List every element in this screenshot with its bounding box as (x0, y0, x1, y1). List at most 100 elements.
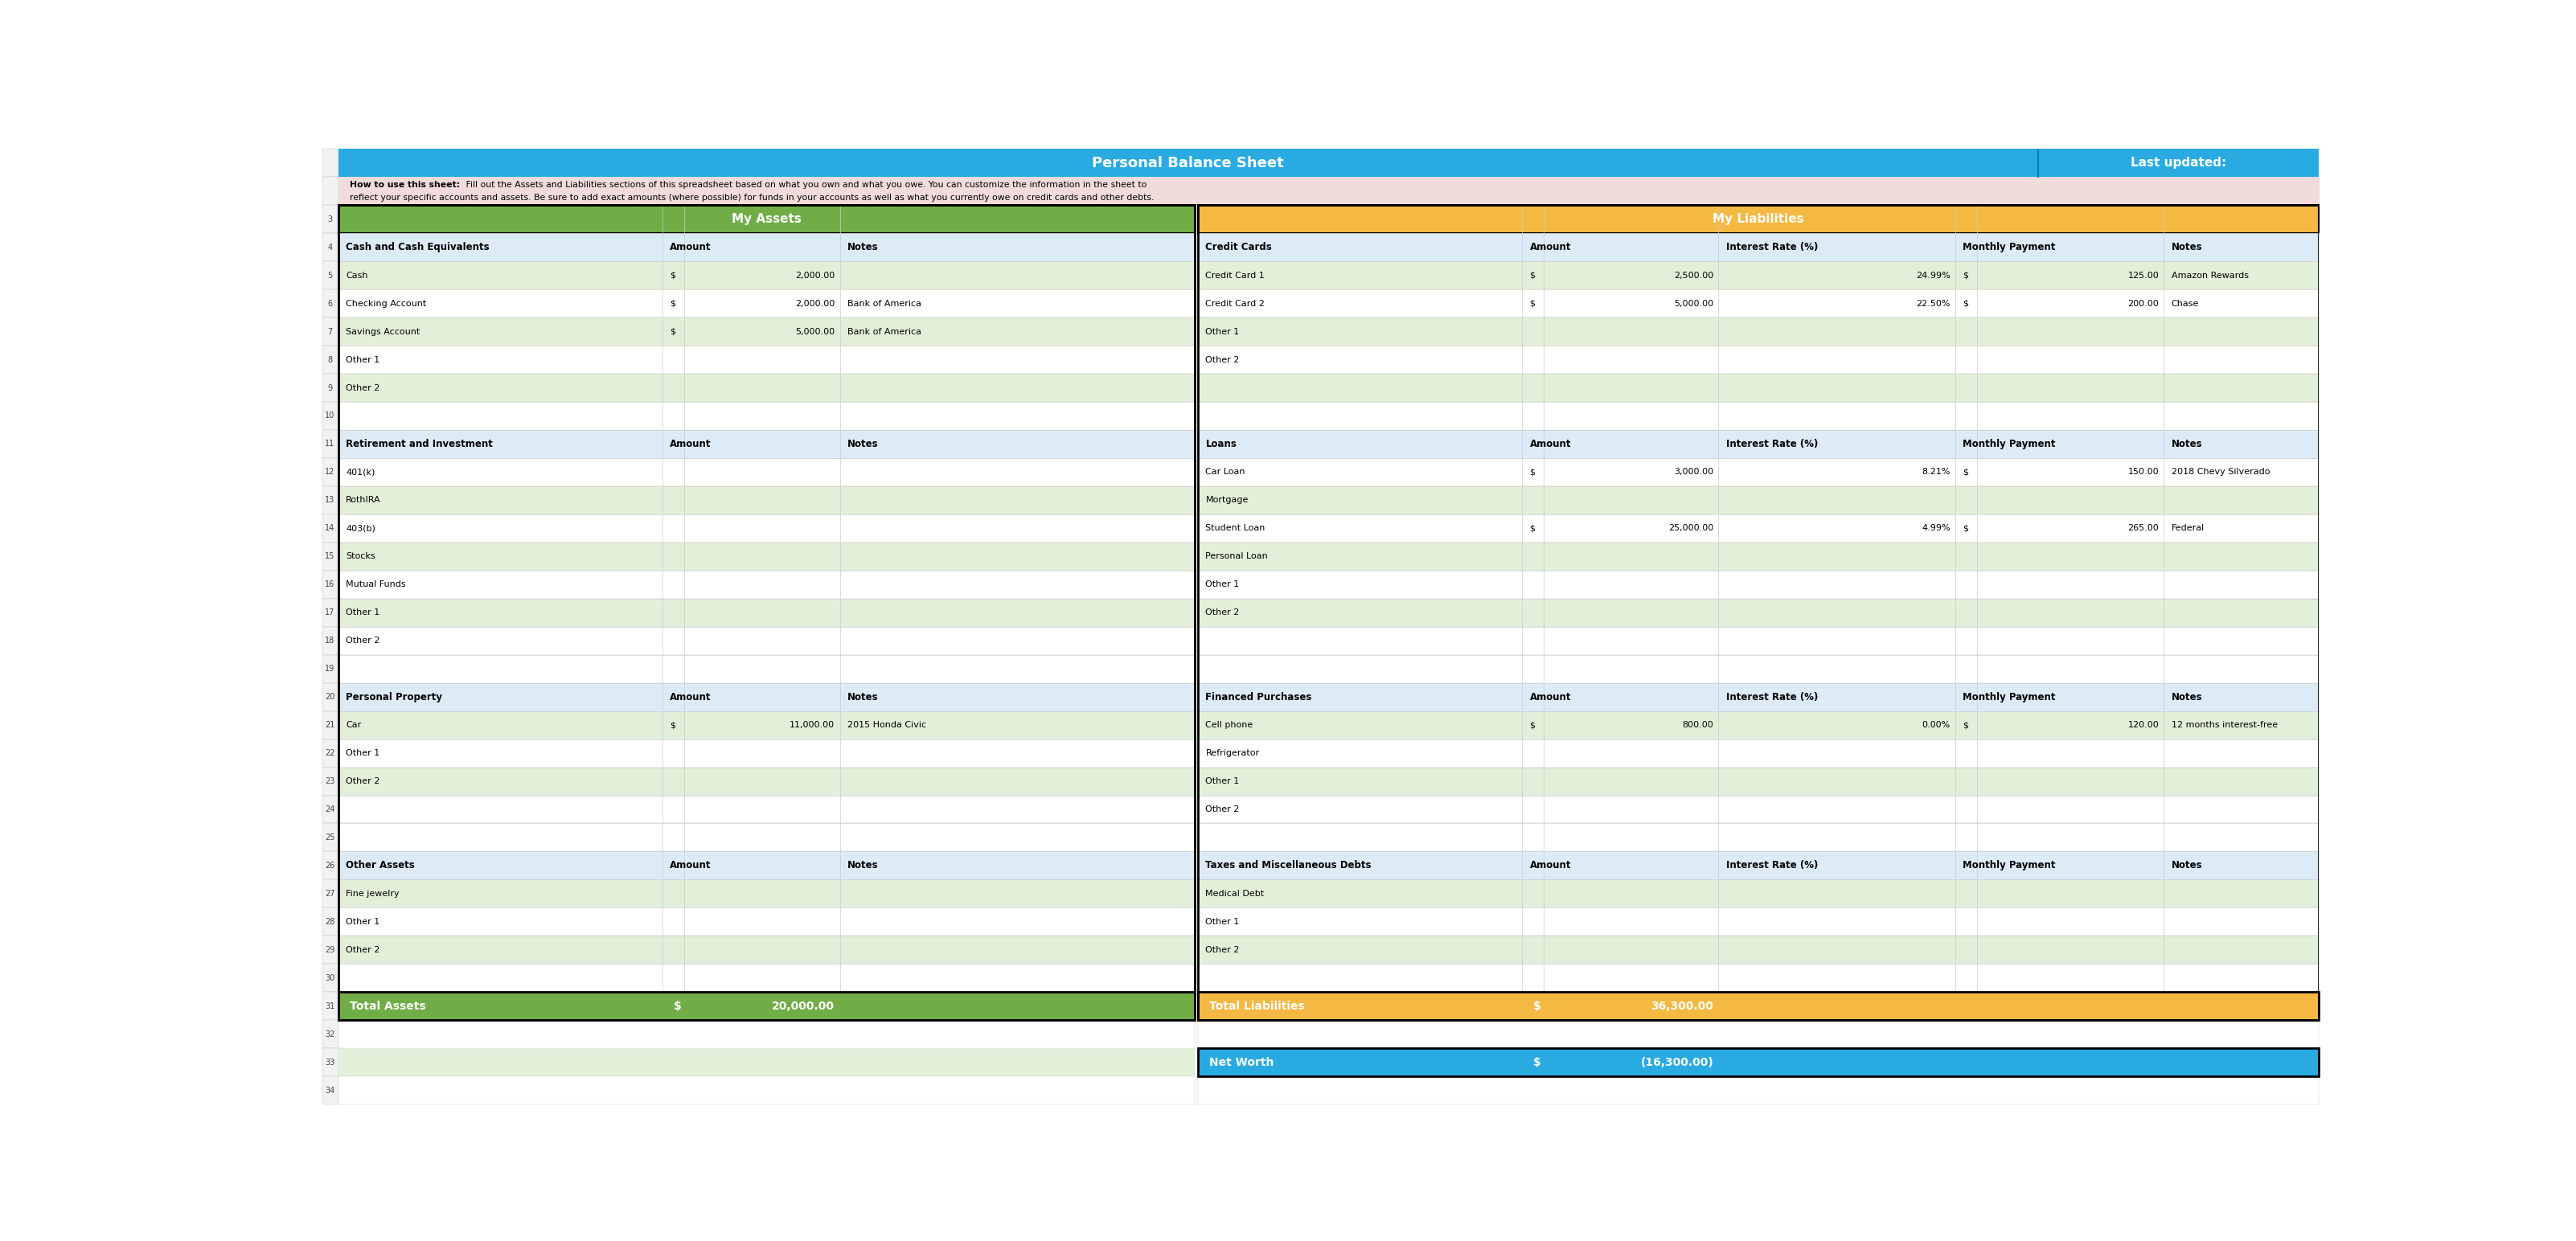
Bar (337, 964, 1195, 992)
Text: Checking Account: Checking Account (345, 299, 425, 308)
Bar (337, 318, 1195, 346)
Bar (322, 795, 337, 824)
Text: Other 1: Other 1 (345, 918, 379, 926)
Bar (322, 318, 337, 346)
Bar (337, 1049, 1195, 1076)
Bar (337, 1076, 1195, 1104)
Bar (337, 429, 1195, 458)
Bar (1198, 1049, 2318, 1076)
Bar (337, 402, 1195, 429)
Text: $: $ (1963, 272, 1968, 279)
Text: 800.00: 800.00 (1682, 721, 1713, 730)
Bar (1198, 233, 2318, 262)
Bar (337, 429, 1195, 458)
Text: 30: 30 (325, 974, 335, 982)
Bar (2038, 149, 2318, 177)
Text: (16,300.00): (16,300.00) (1641, 1056, 1713, 1069)
Text: $: $ (1533, 1000, 1540, 1011)
Text: 2018 Chevy Silverado: 2018 Chevy Silverado (2172, 468, 2269, 477)
Text: 36,300.00: 36,300.00 (1651, 1000, 1713, 1011)
Bar (337, 598, 1195, 627)
Bar (322, 233, 337, 262)
Bar (337, 374, 1195, 402)
Text: 2,500.00: 2,500.00 (1674, 272, 1713, 279)
Text: Financed Purchases: Financed Purchases (1206, 691, 1311, 702)
Text: 25,000.00: 25,000.00 (1669, 524, 1713, 532)
Text: Other 2: Other 2 (1206, 805, 1239, 813)
Bar (337, 205, 1195, 233)
Bar (1198, 571, 2318, 598)
Bar (322, 571, 337, 598)
Text: Other 2: Other 2 (345, 777, 379, 786)
Text: 19: 19 (325, 665, 335, 673)
Bar (322, 429, 337, 458)
Text: 25: 25 (325, 834, 335, 841)
Text: Federal: Federal (2172, 524, 2205, 532)
Bar (1198, 964, 2318, 992)
Text: 34: 34 (325, 1086, 335, 1095)
Bar (1198, 374, 2318, 402)
Text: Other Assets: Other Assets (345, 860, 415, 871)
Bar (1198, 683, 2318, 711)
Bar (1198, 289, 2318, 318)
Bar (1198, 851, 2318, 880)
Bar (337, 346, 1195, 374)
Bar (322, 402, 337, 429)
Bar (1198, 964, 2318, 992)
Bar (1198, 542, 2318, 571)
Text: 14: 14 (325, 524, 335, 532)
Bar (1198, 851, 2318, 880)
Text: Cell phone: Cell phone (1206, 721, 1252, 730)
Bar (322, 514, 337, 542)
Text: Other 1: Other 1 (1206, 581, 1239, 588)
Bar (337, 402, 1195, 429)
Text: Notes: Notes (848, 242, 878, 252)
Text: 9: 9 (327, 383, 332, 392)
Bar (1198, 1076, 2318, 1104)
Bar (322, 655, 337, 683)
Bar (337, 514, 1195, 542)
Bar (322, 486, 337, 514)
Text: 8: 8 (327, 356, 332, 364)
Text: $: $ (670, 299, 675, 308)
Text: 5,000.00: 5,000.00 (796, 328, 835, 335)
Bar (1198, 346, 2318, 374)
Bar (322, 1049, 337, 1076)
Text: 3: 3 (327, 215, 332, 223)
Bar (337, 655, 1195, 683)
Bar (322, 149, 337, 177)
Bar (1198, 514, 2318, 542)
Bar (337, 740, 1195, 767)
Text: Notes: Notes (2172, 439, 2202, 449)
Text: 24.99%: 24.99% (1917, 272, 1950, 279)
Text: $: $ (1963, 721, 1968, 730)
Bar (322, 824, 337, 851)
Text: Amount: Amount (670, 691, 711, 702)
Text: 5: 5 (327, 272, 332, 279)
Bar (337, 711, 1195, 740)
Text: 265.00: 265.00 (2128, 524, 2159, 532)
Text: Loans: Loans (1206, 439, 1236, 449)
Text: Credit Cards: Credit Cards (1206, 242, 1273, 252)
Text: 31: 31 (325, 1001, 335, 1010)
Bar (322, 262, 337, 289)
Bar (1198, 655, 2318, 683)
Text: Car Loan: Car Loan (1206, 468, 1244, 477)
Text: Amount: Amount (1530, 860, 1571, 871)
Text: $: $ (1963, 468, 1968, 477)
Text: Notes: Notes (2172, 242, 2202, 252)
Text: Total Liabilities: Total Liabilities (1208, 1000, 1306, 1011)
Bar (322, 346, 337, 374)
Bar (337, 683, 1195, 711)
Bar (337, 177, 2318, 205)
Bar (337, 627, 1195, 655)
Text: 7: 7 (327, 328, 332, 335)
Text: Notes: Notes (848, 860, 878, 871)
Text: 13: 13 (325, 496, 335, 504)
Text: 28: 28 (325, 918, 335, 926)
Text: Personal Property: Personal Property (345, 691, 443, 702)
Text: 22: 22 (325, 750, 335, 757)
Text: Other 2: Other 2 (1206, 356, 1239, 364)
Text: Credit Card 2: Credit Card 2 (1206, 299, 1265, 308)
Bar (1198, 655, 2318, 683)
